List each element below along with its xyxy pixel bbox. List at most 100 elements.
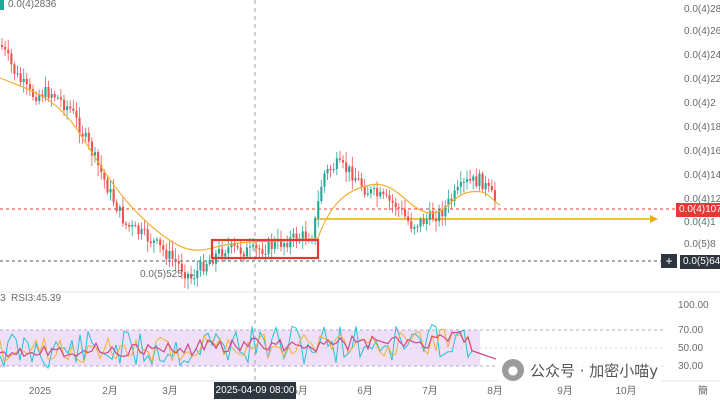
candle-body <box>156 239 159 241</box>
candle-body <box>317 201 320 219</box>
candle-body <box>103 172 106 180</box>
candle-body <box>1 45 4 47</box>
candle-body <box>484 182 487 190</box>
candle-body <box>112 189 115 203</box>
candle-body <box>118 206 121 212</box>
candle-body <box>140 228 143 235</box>
candle-body <box>121 206 124 224</box>
candle-body <box>193 278 196 280</box>
candle-body <box>444 205 447 217</box>
candle-body <box>490 185 493 191</box>
candle-body <box>109 189 112 193</box>
candle-body <box>56 97 59 99</box>
candle-body <box>351 166 354 181</box>
time-axis-tick-label: 簡 <box>698 384 708 397</box>
candle-body <box>475 176 478 187</box>
candle-body <box>97 152 100 166</box>
rsi-axis-tick-label: 30.00 <box>678 361 703 372</box>
rsi-axis-tick-label: 100.00 <box>678 300 709 311</box>
candle-body <box>75 110 78 118</box>
candle-body <box>459 182 462 187</box>
price-axis-tick-label: 0.0(4)22 <box>684 74 720 85</box>
candle-body <box>419 218 422 227</box>
candle-body <box>391 200 394 203</box>
candle-body <box>258 248 261 250</box>
time-axis-tick-label: 2月 <box>102 385 118 397</box>
time-axis-tick-label: 5月 <box>292 385 308 397</box>
candle-body <box>224 253 227 257</box>
candle-body <box>329 168 332 171</box>
candle-body <box>252 244 255 247</box>
candle-body <box>431 211 434 220</box>
candle-body <box>261 249 264 254</box>
candle-body <box>283 243 286 247</box>
rsi-slow-line <box>0 330 497 360</box>
candle-body <box>466 179 469 182</box>
candle-body <box>447 198 450 206</box>
candle-body <box>171 250 174 259</box>
candle-body <box>190 273 193 279</box>
candle-body <box>199 261 202 271</box>
consolidation-box <box>210 238 320 260</box>
price-axis-tick-label: 0.0(4)18 <box>684 122 720 133</box>
top-left-marker <box>0 0 4 10</box>
candle-body <box>394 202 397 208</box>
price-axis-tick-label: 0.0(4)12 <box>684 194 720 205</box>
candle-body <box>428 211 431 220</box>
candle-body <box>90 141 93 156</box>
candle-body <box>410 221 413 229</box>
price-axis-tick-label: 0.0(4)28 <box>684 4 720 15</box>
candle-body <box>487 182 490 186</box>
candle-body <box>379 191 382 197</box>
candle-body <box>385 194 388 196</box>
candle-body <box>441 209 444 217</box>
candle-body <box>493 190 496 202</box>
candle-body <box>376 188 379 197</box>
candle-body <box>165 249 168 260</box>
candle-body <box>354 178 357 181</box>
candle-body <box>187 273 190 279</box>
candle-body <box>264 253 267 255</box>
candle-body <box>16 73 19 75</box>
rsi-axis-tick-label: 50.00 <box>678 343 703 354</box>
candle-body <box>81 133 84 137</box>
candle-body <box>59 97 62 100</box>
candle-body <box>373 188 376 190</box>
candle-body <box>332 169 335 171</box>
candle-body <box>131 224 134 227</box>
time-axis-tick-label: 9月 <box>557 385 573 397</box>
candle-body <box>289 237 292 248</box>
candle-body <box>38 94 41 102</box>
candle-body <box>388 195 391 201</box>
add-alert-plus-icon[interactable]: + <box>661 254 677 268</box>
candle-body <box>397 207 400 209</box>
candle-body <box>13 64 16 75</box>
candle-body <box>50 93 53 98</box>
time-axis-tick-label: 6月 <box>357 385 373 397</box>
candle-body <box>84 132 87 137</box>
current-price-tag: 0.0(4)107 <box>676 203 720 217</box>
candle-body <box>211 259 214 264</box>
price-axis-tick-label: 0.0(4)1 <box>684 217 716 228</box>
price-axis-tick-label: 0.0(4)26 <box>684 26 720 37</box>
candle-body <box>44 86 47 98</box>
rsi-mid-line <box>0 328 497 364</box>
candle-body <box>320 186 323 202</box>
candle-body <box>78 117 81 134</box>
candle-body <box>128 224 131 227</box>
candle-body <box>87 132 90 142</box>
candle-body <box>453 190 456 202</box>
candle-body <box>422 218 425 224</box>
candle-body <box>295 233 298 242</box>
candle-body <box>10 53 13 65</box>
candle-body <box>227 247 230 254</box>
time-axis-tick-label: 2025 <box>29 386 52 397</box>
candle-body <box>407 216 410 222</box>
watermark-text: 公众号 · 加密小喵y <box>530 361 659 380</box>
candle-body <box>469 179 472 181</box>
candle-body <box>72 108 75 111</box>
candle-body <box>159 239 162 246</box>
candle-body <box>314 218 317 240</box>
